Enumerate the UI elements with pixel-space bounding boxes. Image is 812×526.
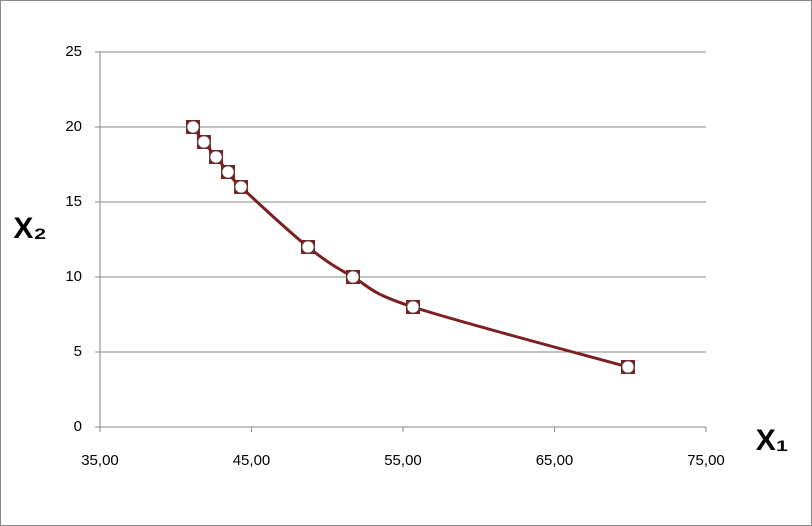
y-tick-label: 0 [74,418,82,435]
marker [221,165,236,179]
y-tick-label: 10 [65,268,82,285]
x-axis-title: X₁ [756,424,788,457]
marker [186,120,201,134]
marker-dot [209,150,223,164]
y-tick-label: 15 [65,193,82,210]
marker [196,135,211,149]
marker-dot [234,180,248,194]
marker-dot [346,270,360,284]
marker [405,300,420,314]
marker [209,150,224,164]
marker [301,240,316,254]
marker-dot [186,120,200,134]
y-tick-label: 20 [65,118,82,135]
marker [346,270,361,284]
y-tick-label: 25 [65,43,82,60]
x-tick-label: 45,00 [233,452,271,469]
series-line [191,126,629,369]
marker-dot [301,240,315,254]
marker [234,180,249,194]
x-tick-label: 75,00 [687,452,725,469]
x-tick-label: 35,00 [81,452,119,469]
marker-dot [197,135,211,149]
x-tick-label: 55,00 [384,452,422,469]
y-tick-label: 5 [74,343,82,360]
marker [620,360,635,374]
marker-dot [621,360,635,374]
x-tick-label: 65,00 [536,452,574,469]
y-axis-title: X₂ [13,212,46,245]
marker-dot [221,165,235,179]
marker-dot [406,300,420,314]
